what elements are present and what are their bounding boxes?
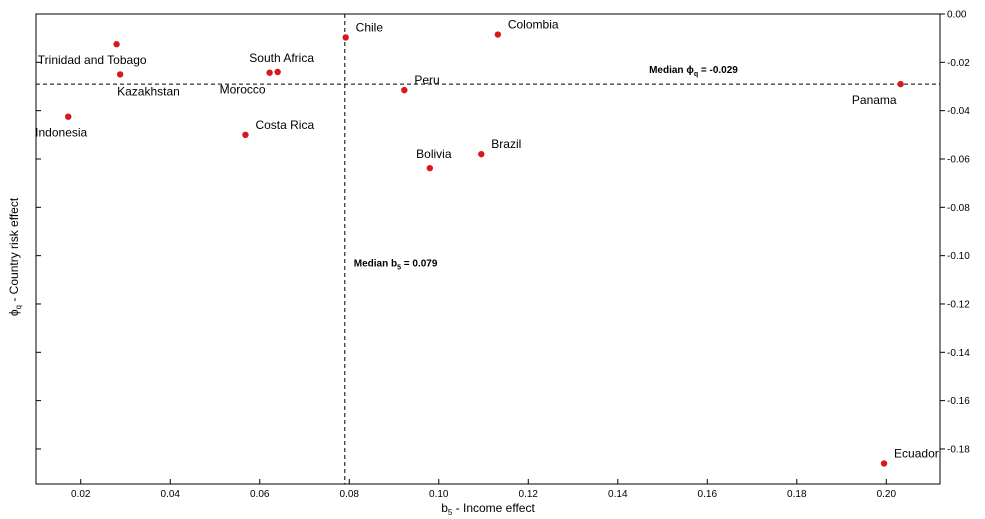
x-tick-label: 0.14	[608, 489, 628, 500]
plot-frame	[35, 13, 941, 485]
point-ecuador	[880, 460, 888, 467]
point-brazil	[478, 150, 485, 158]
y-tick-label: -0.08	[947, 203, 970, 214]
point-label: Ecuador	[894, 446, 939, 460]
point-panama	[897, 80, 904, 88]
x-tick-label: 0.12	[519, 489, 539, 500]
point-morocco	[266, 69, 273, 76]
point-chile	[342, 34, 349, 41]
point-kazakhstan	[116, 71, 124, 78]
y-tick-label: -0.14	[947, 348, 970, 359]
x-tick-label: 0.18	[787, 489, 807, 500]
point-label: Colombia	[508, 18, 559, 32]
point-label: South Africa	[249, 51, 314, 65]
point-indonesia	[65, 113, 72, 120]
data-points	[65, 31, 904, 467]
point-costa-rica	[242, 131, 249, 139]
point-label: Kazakhstan	[117, 84, 180, 98]
y-tick-label: -0.12	[947, 299, 970, 310]
point-label: Costa Rica	[255, 118, 314, 132]
point-label: Morocco	[220, 83, 266, 97]
point-label: Trinidad and Tobago	[38, 53, 147, 67]
median-annotations: Median b5 = 0.079 Median ϕq = -0.029	[354, 65, 739, 271]
y-tick-label: -0.16	[947, 396, 970, 407]
x-tick-label: 0.20	[877, 489, 897, 500]
y-tick-label: 0.00	[947, 10, 967, 21]
x-tick-label: 0.04	[161, 489, 181, 500]
y-tick-label: -0.02	[947, 58, 970, 69]
y-tick-label: -0.04	[947, 106, 970, 117]
x-tick-label: 0.02	[71, 489, 91, 500]
x-axis-title: b5 - Income effect	[441, 501, 535, 517]
point-label: Panama	[852, 93, 897, 107]
x-tick-label: 0.06	[250, 489, 270, 500]
point-trinidad-and-tobago	[113, 41, 120, 48]
point-south-africa	[274, 68, 281, 76]
x-tick-label: 0.16	[698, 489, 718, 500]
point-bolivia	[426, 164, 434, 172]
point-label: Bolivia	[416, 147, 452, 161]
x-tick-label: 0.10	[429, 489, 449, 500]
point-label: Brazil	[491, 137, 521, 151]
x-axis-ticks: 0.02 0.04 0.06 0.08 0.10 0.12 0.14 0.16 0.18 0.20	[71, 479, 896, 500]
point-label: Peru	[414, 73, 439, 87]
annotation-median_x: Median b5 = 0.079	[354, 259, 438, 272]
y-tick-label: -0.10	[947, 251, 970, 262]
point-colombia	[494, 31, 502, 38]
median-reference-lines	[36, 14, 940, 484]
annotation-median_y: Median ϕq = -0.029	[649, 65, 738, 78]
y-axis-ticks: 0.00 -0.02 -0.04 -0.06 -0.08 -0.10 -0.12 -0.14 -…	[36, 10, 970, 455]
y-axis-title: ϕq - Country risk effect	[7, 197, 23, 316]
point-label: Indonesia	[35, 126, 87, 140]
point-peru	[401, 86, 408, 94]
x-tick-label: 0.08	[340, 489, 360, 500]
data-point-labels: Trinidad and Tobago Kazakhstan Indonesia Mo…	[35, 18, 939, 461]
y-tick-label: -0.18	[947, 444, 970, 455]
point-label: Chile	[356, 20, 384, 34]
y-tick-label: -0.06	[947, 154, 970, 165]
